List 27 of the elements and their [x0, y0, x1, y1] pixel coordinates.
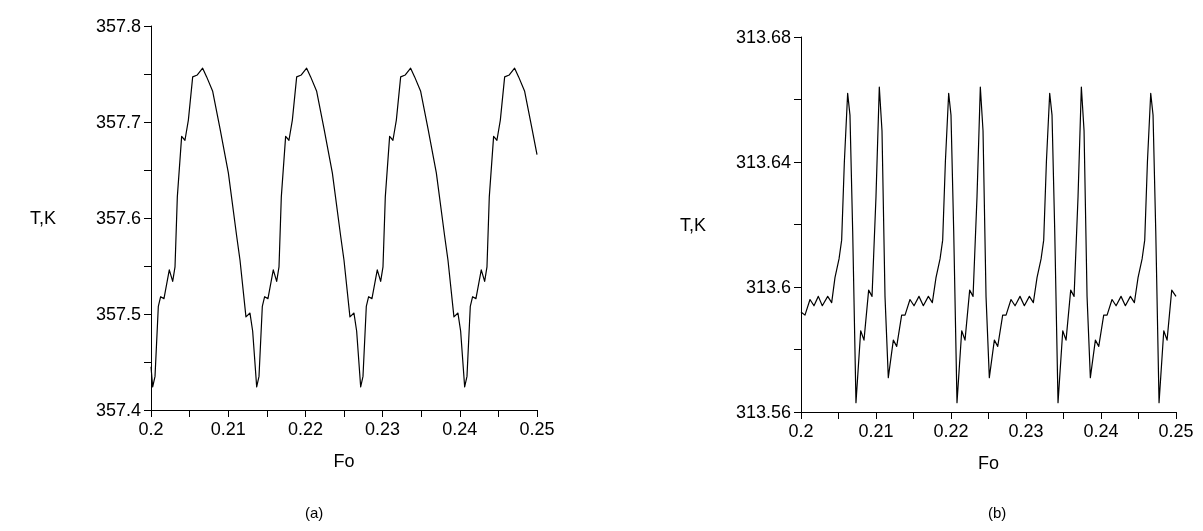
x-tick-label: 0.21 [210, 419, 246, 439]
x-axis-title: Fo [333, 451, 355, 471]
y-tick-label: 357.5 [95, 304, 141, 324]
y-axis-title: T,K [29, 208, 56, 228]
x-tick-label: 0.22 [933, 421, 969, 441]
y-tick-label: 313.64 [735, 152, 791, 172]
text: (a) [305, 504, 324, 521]
y-axis-title: T,K [679, 214, 706, 235]
x-tick-label: 0.23 [1008, 421, 1044, 441]
y-tick-label: 357.6 [95, 208, 141, 228]
x-tick-label: 0.22 [287, 419, 323, 439]
x-tick-label: 0.24 [442, 419, 478, 439]
x-axis-title: Fo [977, 453, 1000, 473]
y-tick-label: 357.8 [95, 16, 141, 36]
y-tick-label: 313.68 [735, 27, 791, 47]
y-tick-label: 357.7 [95, 112, 141, 132]
y-tick-label: 313.56 [735, 402, 791, 422]
y-tick-label: 313.6 [745, 277, 791, 297]
x-tick-label: 0.24 [1083, 421, 1119, 441]
x-tick-label: 0.25 [519, 419, 555, 439]
x-tick-label: 0.2 [138, 419, 164, 439]
y-tick-label: 357.4 [95, 400, 141, 420]
x-tick-label: 0.2 [788, 421, 814, 441]
x-tick-label: 0.25 [1158, 421, 1194, 441]
text: (b) [988, 504, 1007, 521]
x-tick-label: 0.21 [858, 421, 894, 441]
x-tick-label: 0.23 [365, 419, 401, 439]
